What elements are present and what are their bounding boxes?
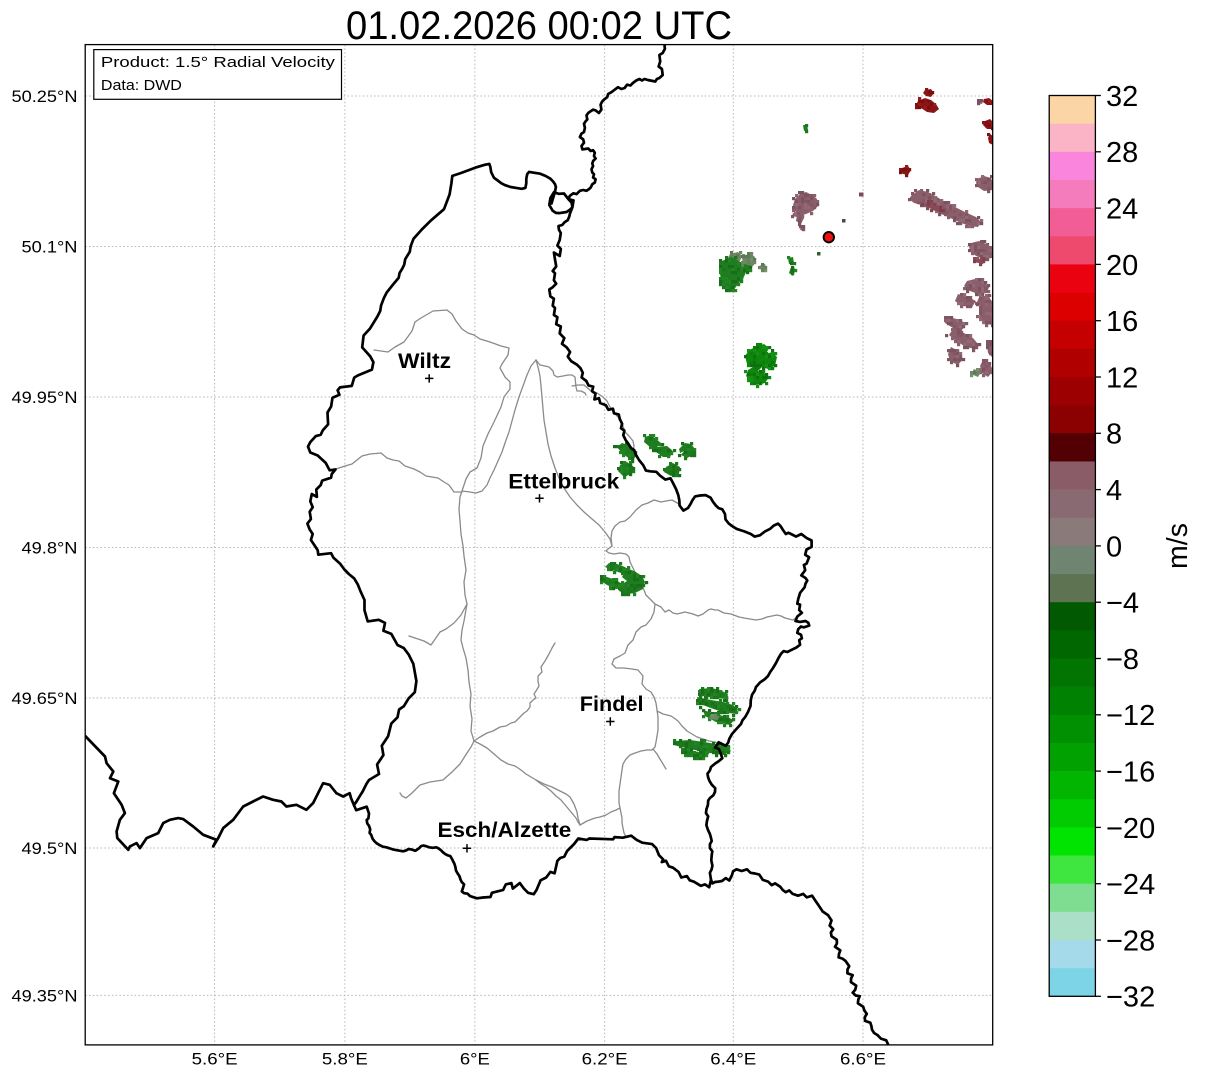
- svg-text:Wiltz: Wiltz: [398, 350, 451, 373]
- svg-text:50.25°N: 50.25°N: [12, 87, 78, 106]
- svg-text:4: 4: [1106, 475, 1122, 507]
- svg-text:49.35°N: 49.35°N: [12, 986, 78, 1005]
- svg-text:49.8°N: 49.8°N: [22, 539, 78, 558]
- svg-text:12: 12: [1106, 362, 1138, 394]
- svg-text:49.65°N: 49.65°N: [12, 689, 78, 708]
- svg-text:Esch/Alzette: Esch/Alzette: [438, 819, 572, 842]
- svg-text:50.1°N: 50.1°N: [22, 238, 78, 257]
- svg-text:−16: −16: [1106, 757, 1155, 789]
- svg-text:−4: −4: [1106, 588, 1139, 620]
- svg-text:0: 0: [1106, 531, 1122, 563]
- svg-text:28: 28: [1106, 137, 1138, 169]
- svg-text:24: 24: [1106, 194, 1138, 226]
- svg-text:Product: 1.5° Radial Velocity: Product: 1.5° Radial Velocity: [101, 55, 336, 71]
- svg-text:20: 20: [1106, 250, 1138, 282]
- svg-text:Findel: Findel: [580, 693, 644, 716]
- svg-text:Data: DWD: Data: DWD: [101, 78, 182, 94]
- svg-text:−32: −32: [1106, 982, 1155, 1014]
- svg-text:−24: −24: [1106, 869, 1155, 901]
- svg-text:01.02.2026 00:02 UTC: 01.02.2026 00:02 UTC: [346, 4, 732, 48]
- svg-text:m/s: m/s: [1162, 523, 1194, 569]
- svg-text:6.2°E: 6.2°E: [582, 1050, 628, 1069]
- svg-text:5.6°E: 5.6°E: [192, 1050, 238, 1069]
- svg-text:49.95°N: 49.95°N: [12, 388, 78, 407]
- svg-text:−12: −12: [1106, 700, 1155, 732]
- svg-text:5.8°E: 5.8°E: [322, 1050, 368, 1069]
- svg-text:6°E: 6°E: [460, 1050, 490, 1069]
- svg-text:−28: −28: [1106, 925, 1155, 957]
- svg-text:6.6°E: 6.6°E: [840, 1050, 886, 1069]
- svg-text:8: 8: [1106, 419, 1122, 451]
- svg-text:6.4°E: 6.4°E: [710, 1050, 756, 1069]
- svg-text:−20: −20: [1106, 813, 1155, 845]
- svg-text:16: 16: [1106, 306, 1138, 338]
- svg-text:49.5°N: 49.5°N: [22, 839, 78, 858]
- svg-text:32: 32: [1106, 81, 1138, 113]
- svg-text:−8: −8: [1106, 644, 1139, 676]
- svg-text:Ettelbruck: Ettelbruck: [508, 471, 619, 494]
